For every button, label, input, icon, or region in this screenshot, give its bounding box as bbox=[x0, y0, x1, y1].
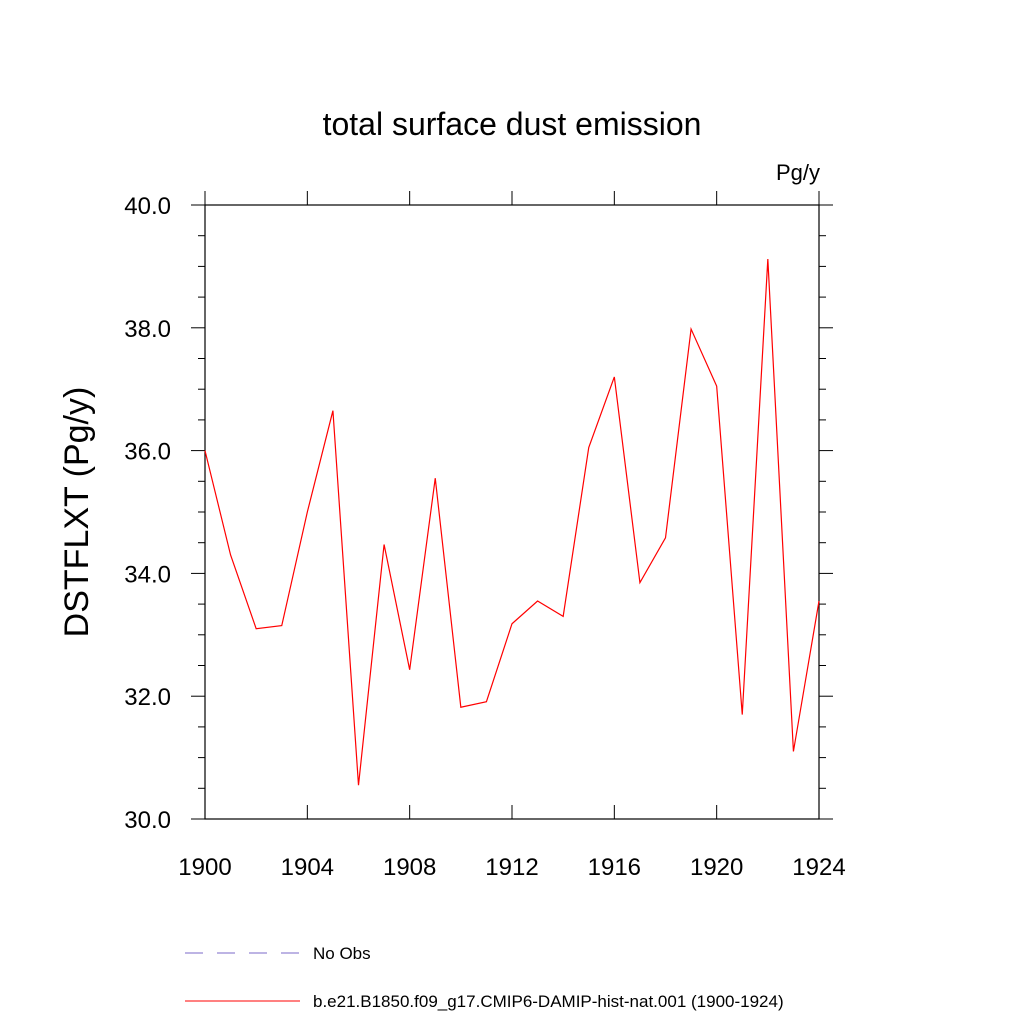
data-point bbox=[563, 616, 564, 617]
legend-label: No Obs bbox=[313, 944, 371, 963]
data-point bbox=[588, 447, 589, 448]
series-line bbox=[204, 258, 820, 786]
x-tick-label: 1920 bbox=[690, 854, 743, 881]
units-label: Pg/y bbox=[776, 160, 820, 185]
legend-label: b.e21.B1850.f09_g17.CMIP6-DAMIP-hist-nat… bbox=[313, 992, 784, 1011]
data-point bbox=[460, 707, 461, 708]
data-point bbox=[665, 537, 666, 538]
tick-labels: 1900 1904 1908 1912 1916 1920 1924 30.0 32.0 34.0… bbox=[124, 193, 845, 881]
data-point bbox=[614, 376, 615, 377]
x-tick-label: 1900 bbox=[178, 854, 231, 881]
data-point bbox=[793, 751, 794, 752]
data-point bbox=[281, 625, 282, 626]
y-axis-label: DSTFLXT (Pg/y) bbox=[58, 387, 96, 638]
y-tick-label: 32.0 bbox=[124, 684, 171, 711]
x-tick-label: 1912 bbox=[485, 854, 538, 881]
data-point bbox=[409, 669, 410, 670]
y-tick-label: 34.0 bbox=[124, 561, 171, 588]
data-point bbox=[716, 386, 717, 387]
y-tick-label: 40.0 bbox=[124, 193, 171, 220]
data-point bbox=[767, 258, 768, 259]
legend: No Obs b.e21.B1850.f09_g17.CMIP6-DAMIP-hi… bbox=[185, 944, 784, 1011]
data-point bbox=[332, 410, 333, 411]
data-point bbox=[383, 544, 384, 545]
x-tick-label: 1916 bbox=[588, 854, 641, 881]
data-point bbox=[511, 623, 512, 624]
data-point bbox=[435, 478, 436, 479]
y-tick-label: 30.0 bbox=[124, 807, 171, 834]
x-tick-label: 1908 bbox=[383, 854, 436, 881]
data-point bbox=[358, 785, 359, 786]
data-point bbox=[230, 554, 231, 555]
data-point bbox=[639, 582, 640, 583]
data-point bbox=[204, 450, 205, 451]
data-point bbox=[307, 511, 308, 512]
y-tick-label: 36.0 bbox=[124, 439, 171, 466]
data-point bbox=[742, 714, 743, 715]
data-point bbox=[256, 628, 257, 629]
data-point bbox=[690, 328, 691, 329]
data-point bbox=[818, 600, 819, 601]
y-tick-label: 38.0 bbox=[124, 316, 171, 343]
x-tick-label: 1904 bbox=[281, 854, 334, 881]
data-point bbox=[537, 600, 538, 601]
x-tick-label: 1924 bbox=[792, 854, 845, 881]
series-layer bbox=[204, 258, 820, 786]
axis-ticks bbox=[191, 191, 833, 820]
chart-title: total surface dust emission bbox=[323, 106, 702, 142]
data-point bbox=[486, 701, 487, 702]
